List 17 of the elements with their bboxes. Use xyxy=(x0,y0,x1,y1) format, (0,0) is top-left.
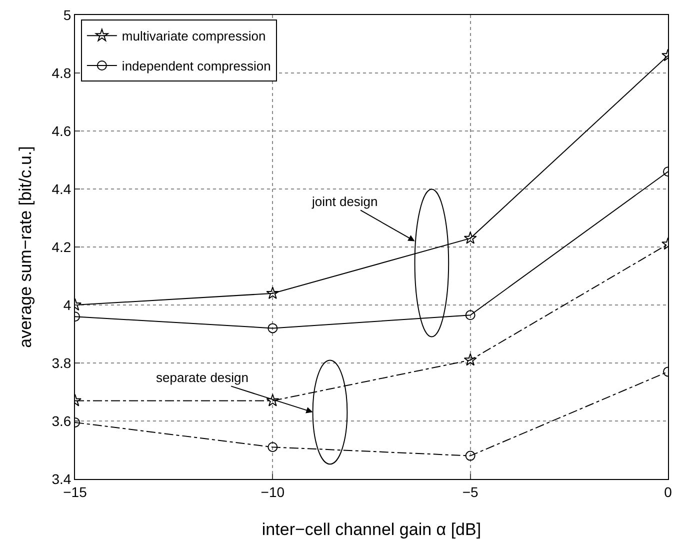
x-axis-title: inter−cell channel gain α [dB] xyxy=(262,520,482,539)
y-tick-label: 4 xyxy=(63,296,72,313)
y-axis-title: average sum−rate [bit/c.u.] xyxy=(16,146,35,348)
y-tick-label: 3.6 xyxy=(52,412,72,429)
y-tick-label: 3.8 xyxy=(52,354,72,371)
x-tick-label: −10 xyxy=(260,484,285,500)
y-tick-label: 4.8 xyxy=(52,64,72,81)
legend-label: independent compression xyxy=(122,58,271,74)
y-tick-label: 4.6 xyxy=(52,122,72,139)
annotation: separate design xyxy=(156,370,249,385)
y-tick-label: 4.2 xyxy=(52,238,72,255)
y-tick-label: 4.4 xyxy=(52,180,72,197)
annotation: joint design xyxy=(311,194,378,209)
x-tick-label: 0 xyxy=(664,484,672,500)
legend-label: multivariate compression xyxy=(122,28,266,44)
x-tick-label: −5 xyxy=(462,484,479,500)
y-tick-label: 5 xyxy=(63,6,72,23)
